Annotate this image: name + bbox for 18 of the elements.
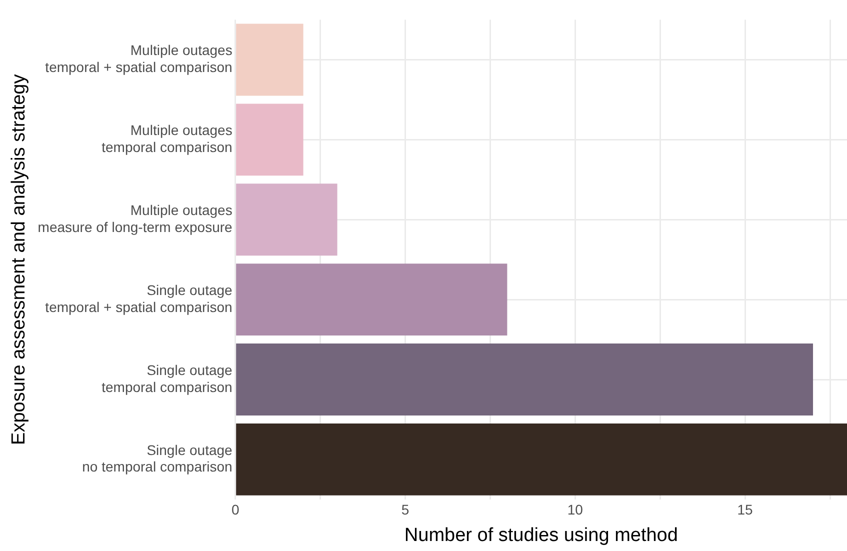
x-tick-label: 0 — [231, 502, 240, 518]
x-tick-label: 15 — [737, 502, 754, 518]
bar — [236, 344, 814, 416]
y-tick-label: Multiple outages temporal comparison — [102, 122, 232, 155]
x-tick-label: 5 — [401, 502, 410, 518]
y-tick-label: Single outage temporal comparison — [102, 362, 233, 395]
y-tick-label: Multiple outages temporal + spatial comparison — [45, 42, 232, 76]
bar — [236, 104, 304, 176]
bar — [236, 423, 847, 496]
x-tick-label: 10 — [567, 502, 584, 518]
bar — [236, 184, 338, 256]
y-tick-label: Single outage no temporal comparison — [82, 442, 233, 475]
bar — [236, 264, 508, 336]
y-tick-label: Single outage temporal + spatial comparison — [45, 282, 233, 315]
y-axis-title: Exposure assessment and analysis strategy — [8, 74, 30, 445]
bar — [236, 24, 304, 96]
y-tick-label: Multiple outages measure of long-term exposure — [38, 202, 233, 235]
x-axis-title: Number of studies using method — [404, 524, 678, 546]
